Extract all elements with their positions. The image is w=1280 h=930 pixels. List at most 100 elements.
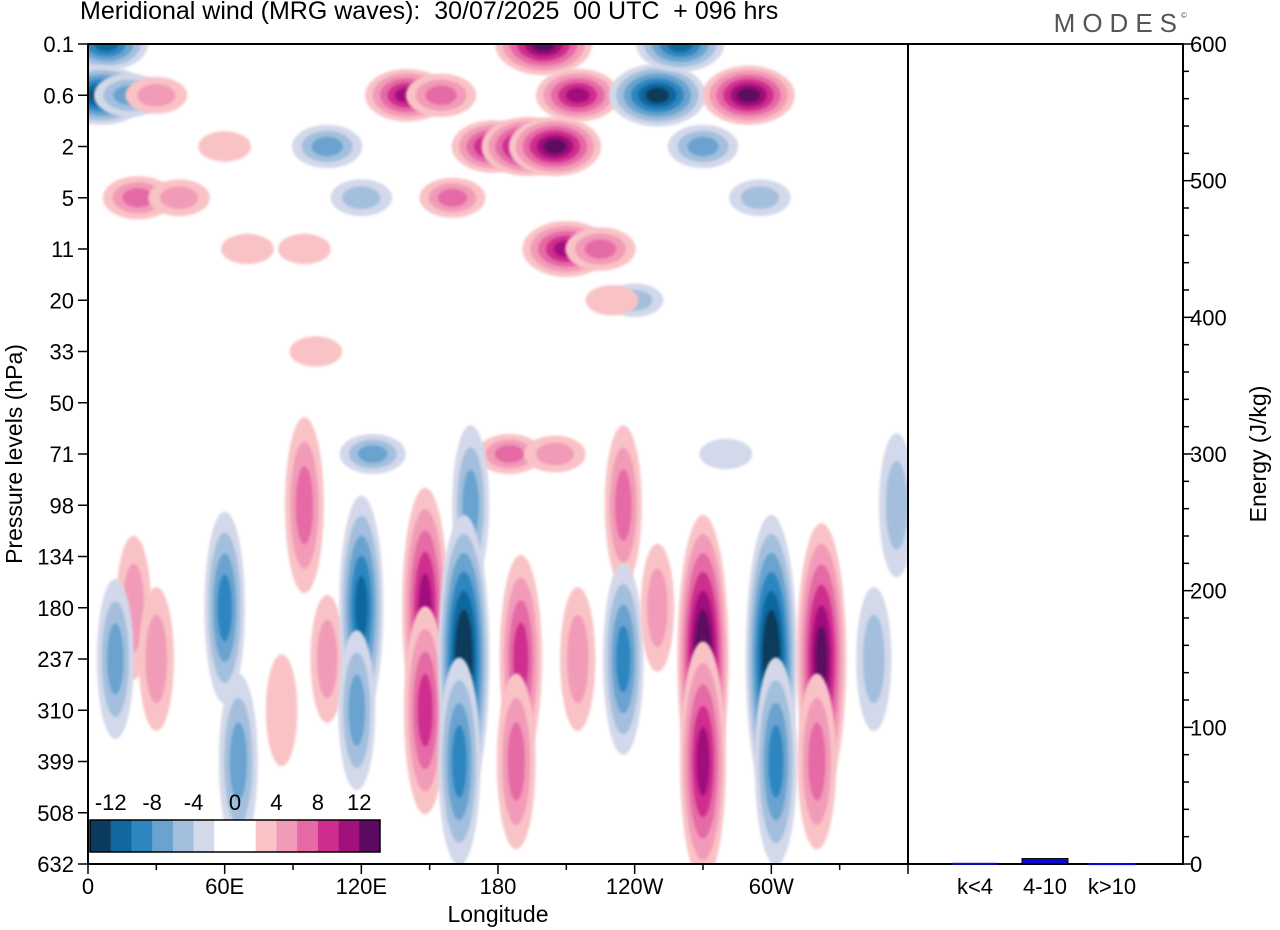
contour-cell [508,116,602,177]
x-tick-label: 120W [606,874,664,899]
contour-band [615,469,632,541]
y-tick-label: 98 [50,493,74,518]
contour-cell [702,65,795,125]
colorbar-swatch [359,820,381,852]
contour-cell [96,579,134,739]
y-tick-label: 0.6 [43,83,74,108]
contour-cell [138,587,174,731]
energy-bars: k<4 4-10 k>10 [951,858,1136,899]
y-axis: 0.1 0.6 2 5 11 20 33 50 71 98 134 180 237 310 399 508 63… [37,32,88,877]
colorbar-label: -4 [184,790,204,815]
contour-band [687,136,719,157]
contour-band [265,654,298,767]
contour-band [808,722,826,801]
colorbar: -12 -8 -4 0 4 8 12 [89,790,381,853]
contour-band [229,722,247,801]
contour-band [585,285,639,316]
y-tick-label: 11 [51,237,74,262]
contour-cell [729,179,791,217]
contour-cell [879,433,908,578]
contour-band [342,186,381,210]
contour-band [584,239,617,259]
y-tick-label: 310 [37,698,74,723]
y-tick-label: 180 [37,596,74,621]
energy-axis: 0 100 200 300 400 500 600 [1183,32,1227,877]
contour-cell [438,657,481,864]
contour-band [667,44,693,52]
contour-band [425,85,457,105]
contour-cell [291,124,363,169]
y-tick-label: 0.1 [43,32,74,57]
contour-cell [856,587,892,731]
contour-cell [640,543,675,672]
energy-bar [1021,858,1069,865]
contour-cell [284,417,324,594]
contour-cell [221,233,274,265]
x-tick-label: 60W [749,874,794,899]
contour-band [217,574,232,642]
y-tick-label: 508 [37,801,74,826]
y-axis-title: Pressure levels (hPa) [1,344,27,564]
y-tick-label: 50 [50,391,74,416]
colorbar-label: 4 [270,790,282,815]
x-axis: 0 60E 120E 180 120W 60W [82,864,909,899]
contour-cell [754,657,798,864]
contour-band [863,614,885,704]
energy-bar [951,862,999,865]
contour-band [737,88,760,103]
contour-cell [495,44,592,76]
contour-band [107,623,124,695]
x-axis-title: Longitude [447,901,548,927]
contour-band [437,188,468,207]
contour-band [565,87,590,103]
contour-band [645,87,670,103]
colorbar-swatch [193,820,215,852]
contour-band [507,722,525,801]
contour-cell [403,606,447,815]
contour-band [221,233,274,265]
colorbar-label: 0 [229,790,241,815]
contour-cell [604,425,642,586]
contour-band [358,445,388,463]
colorbar-swatch [317,820,339,852]
contour-cell [405,73,477,117]
energy-tick-label: 300 [1190,442,1227,467]
contour-cell [265,654,298,767]
contour-band [277,233,331,265]
colorbar-swatch [297,820,319,852]
contour-cell [585,285,639,316]
contour-cell [125,76,188,114]
colorbar-label: -12 [95,790,127,815]
contour-band [160,186,199,210]
energy-tick-label: 500 [1190,169,1227,194]
contour-band [543,139,567,154]
contour-cell [680,641,726,864]
contour-cell [535,68,620,122]
energy-category-label: k<4 [957,874,993,899]
contour-band [311,136,343,157]
contour-band [647,568,668,648]
contour-band [768,725,784,798]
contour-cell [602,563,644,755]
contour-field [88,44,908,864]
contour-cell [204,511,245,704]
contour-cell [277,233,331,265]
contour-band [137,83,176,107]
contour-cell [560,587,596,731]
contour-cell [289,336,343,367]
colorbar-frame [89,819,381,853]
contour-band [355,575,368,640]
chart-title: Meridional wind (MRG waves): 30/07/2025 … [80,0,779,25]
energy-category-label: 4-10 [1023,874,1067,899]
colorbar-swatch [214,820,236,852]
contour-cell [476,434,543,474]
contour-cell [565,227,636,271]
contour-cell [636,44,725,72]
modes-logo: MODES [1053,8,1184,38]
contour-band [289,336,343,367]
y-tick-label: 134 [37,545,74,570]
y-tick-label: 20 [50,288,74,313]
contour-band [566,614,589,704]
y-tick-label: 33 [50,340,74,365]
